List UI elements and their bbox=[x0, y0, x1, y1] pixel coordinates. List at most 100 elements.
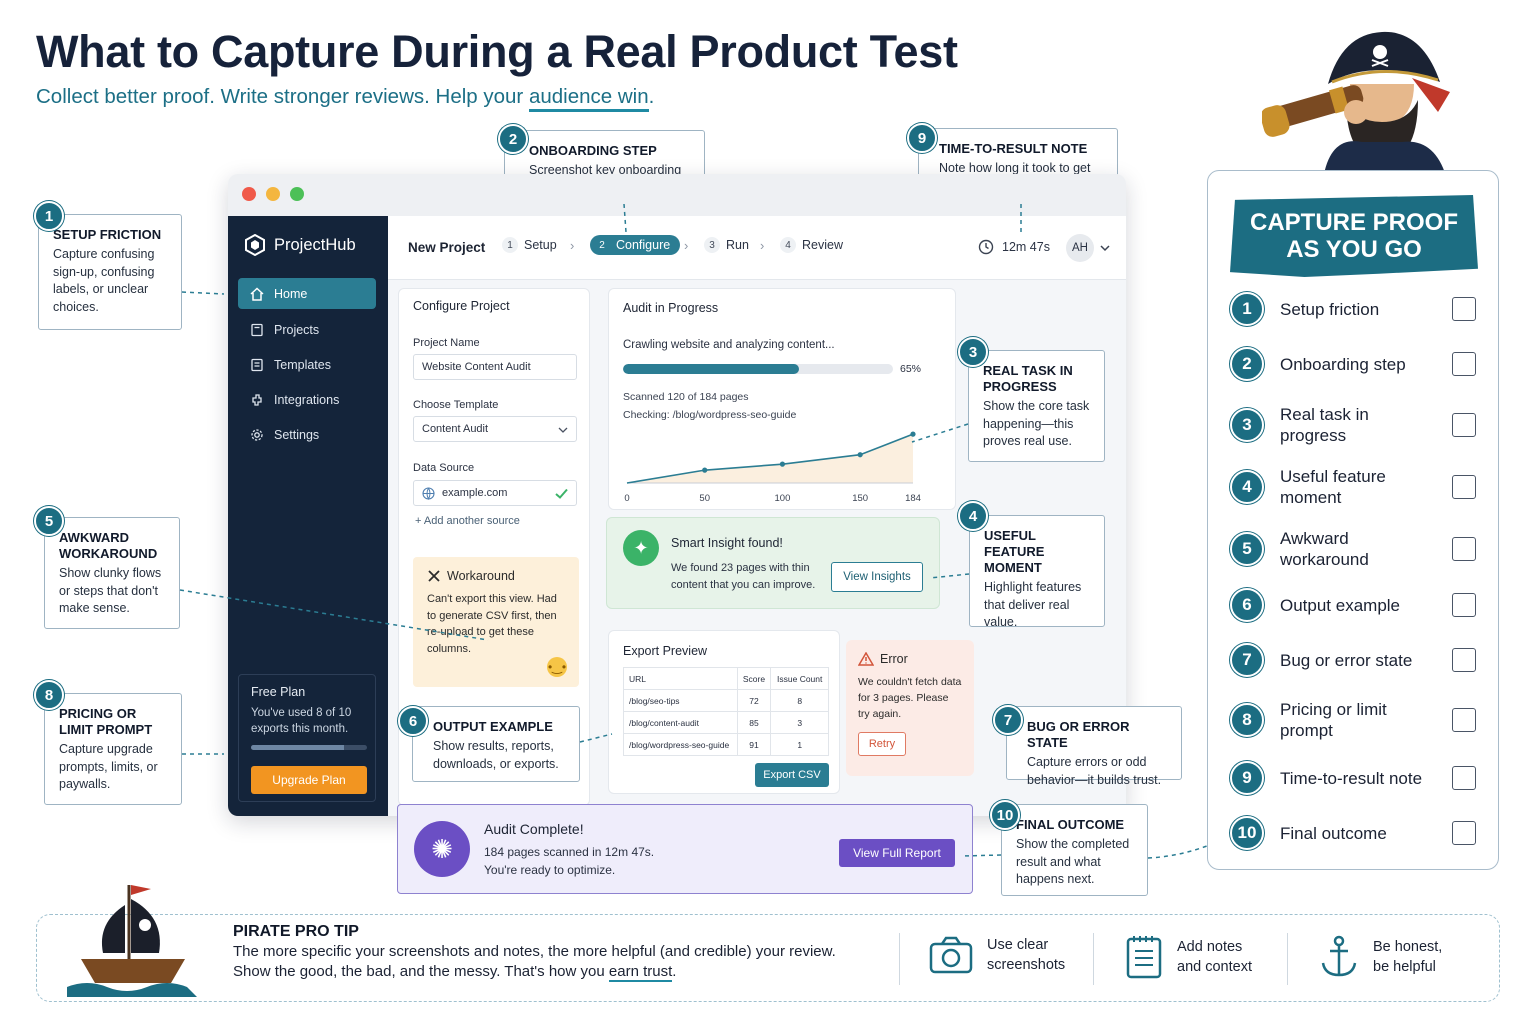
data-source-input[interactable]: example.com bbox=[413, 480, 577, 506]
page-title: What to Capture During a Real Product Te… bbox=[36, 26, 958, 77]
chart-x-tick-label: 184 bbox=[905, 493, 921, 504]
chevron-right-icon: › bbox=[570, 238, 575, 253]
chevron-down-icon[interactable] bbox=[1100, 244, 1110, 252]
elapsed-timer: 12m 47s bbox=[1002, 240, 1050, 254]
checklist-item[interactable]: 2 Onboarding step bbox=[1230, 347, 1476, 381]
chart-point bbox=[910, 431, 916, 437]
tools-icon bbox=[428, 570, 440, 582]
export-table: URL Score Issue Count /blog/seo-tips 72 … bbox=[623, 667, 829, 756]
brand[interactable]: ProjectHub bbox=[244, 234, 356, 256]
checkbox[interactable] bbox=[1452, 593, 1476, 617]
callout-badge: 9 bbox=[907, 123, 937, 153]
checkbox[interactable] bbox=[1452, 708, 1476, 732]
view-full-report-button[interactable]: View Full Report bbox=[839, 839, 955, 867]
add-source-link[interactable]: + Add another source bbox=[415, 515, 520, 527]
checklist-item[interactable]: 10 Final outcome bbox=[1230, 816, 1476, 850]
audit-progress-chart: 0 50 100 150 184 bbox=[624, 431, 921, 504]
workaround-note: Workaround Can't export this view. Had t… bbox=[413, 557, 579, 687]
checklist-item[interactable]: 9 Time-to-result note bbox=[1230, 761, 1476, 795]
window-minimize-dot[interactable] bbox=[266, 187, 280, 201]
checklist-item[interactable]: 3 Real task in progress bbox=[1230, 404, 1476, 446]
step-setup[interactable]: 1 Setup bbox=[502, 237, 557, 253]
checklist-item[interactable]: 4 Useful feature moment bbox=[1230, 466, 1476, 508]
checklist-item[interactable]: 6 Output example bbox=[1230, 588, 1476, 622]
sidebar-item-projects[interactable]: Projects bbox=[238, 314, 376, 345]
sidebar-item-home[interactable]: Home bbox=[238, 278, 376, 309]
audit-progress-bar bbox=[623, 364, 893, 374]
camera-icon bbox=[929, 936, 973, 974]
step-run[interactable]: 3 Run bbox=[704, 237, 749, 253]
app-window: ProjectHub Home Projects Templates Integ… bbox=[228, 174, 1126, 816]
sidebar-item-templates[interactable]: Templates bbox=[238, 349, 376, 380]
callout-output-example: OUTPUT EXAMPLE Show results, reports, do… bbox=[412, 706, 580, 782]
sidebar-item-settings[interactable]: Settings bbox=[238, 419, 376, 450]
clock-icon bbox=[978, 239, 994, 255]
sidebar: ProjectHub Home Projects Templates Integ… bbox=[228, 216, 388, 816]
checklist-item[interactable]: 5 Awkward workaround bbox=[1230, 528, 1476, 570]
template-select[interactable]: Content Audit bbox=[413, 416, 577, 442]
export-preview-card: Export Preview URL Score Issue Count /bl… bbox=[608, 630, 840, 794]
notes-icon bbox=[1126, 936, 1162, 979]
checkbox[interactable] bbox=[1452, 537, 1476, 561]
plan-usage-fill bbox=[251, 745, 344, 750]
callout-pricing-limit: PRICING OR LIMIT PROMPT Capture upgrade … bbox=[44, 693, 182, 805]
checkbox[interactable] bbox=[1452, 821, 1476, 845]
earn-trust-highlight: earn trust bbox=[608, 963, 673, 982]
retry-button[interactable]: Retry bbox=[858, 732, 906, 756]
audit-progress-fill bbox=[623, 364, 799, 374]
checkbox[interactable] bbox=[1452, 766, 1476, 790]
connector-1 bbox=[181, 291, 225, 295]
callout-badge: 2 bbox=[498, 124, 528, 154]
callout-setup-friction: SETUP FRICTION Capture confusing sign-up… bbox=[38, 214, 182, 330]
checkbox[interactable] bbox=[1452, 475, 1476, 499]
smart-insight-card: ✦ Smart Insight found! We found 23 pages… bbox=[606, 517, 940, 609]
checkbox[interactable] bbox=[1452, 413, 1476, 437]
checkbox[interactable] bbox=[1452, 352, 1476, 376]
plan-usage-bar bbox=[251, 745, 367, 750]
projects-icon bbox=[251, 323, 263, 336]
window-maximize-dot[interactable] bbox=[290, 187, 304, 201]
tip-feature: Be honest, be helpful bbox=[1319, 935, 1453, 979]
callout-badge: 1 bbox=[34, 201, 64, 231]
worried-face-icon: •‿• bbox=[547, 657, 567, 677]
pirate-mascot-illustration bbox=[1262, 31, 1450, 188]
table-header-row: URL Score Issue Count bbox=[623, 667, 829, 690]
table-row: /blog/wordpress-seo-guide 91 1 bbox=[623, 733, 829, 756]
window-close-dot[interactable] bbox=[242, 187, 256, 201]
audit-in-progress-card: Audit in Progress Crawling website and a… bbox=[608, 288, 956, 510]
callout-badge: 4 bbox=[958, 501, 988, 531]
checklist-item[interactable]: 1 Setup friction bbox=[1230, 292, 1476, 326]
project-name-input[interactable]: Website Content Audit bbox=[413, 354, 577, 380]
checklist-item[interactable]: 8 Pricing or limit prompt bbox=[1230, 699, 1476, 741]
chevron-down-icon bbox=[558, 427, 568, 433]
chevron-right-icon: › bbox=[760, 238, 765, 253]
subtitle-highlight: audience win bbox=[528, 85, 649, 112]
pirate-ship-icon bbox=[67, 885, 197, 997]
checklist-item[interactable]: 7 Bug or error state bbox=[1230, 643, 1476, 677]
upgrade-plan-button[interactable]: Upgrade Plan bbox=[251, 766, 367, 794]
export-csv-button[interactable]: Export CSV bbox=[755, 763, 829, 787]
sidebar-item-integrations[interactable]: Integrations bbox=[238, 384, 376, 415]
avatar[interactable]: AH bbox=[1066, 234, 1094, 262]
callout-badge: 6 bbox=[398, 706, 428, 736]
party-popper-icon: ✺ bbox=[414, 821, 470, 877]
anchor-icon bbox=[1321, 935, 1357, 977]
check-icon bbox=[555, 488, 568, 499]
globe-icon bbox=[422, 487, 435, 500]
integrations-icon bbox=[252, 393, 262, 406]
callout-awkward-workaround: AWKWARD WORKAROUND Show clunky flows or … bbox=[44, 517, 180, 629]
table-row: /blog/content-audit 85 3 bbox=[623, 711, 829, 734]
plus-icon: + bbox=[415, 515, 424, 527]
chart-point bbox=[857, 452, 863, 458]
callout-badge: 7 bbox=[993, 705, 1023, 735]
step-review[interactable]: 4 Review bbox=[780, 237, 843, 253]
table-row: /blog/seo-tips 72 8 bbox=[623, 689, 829, 712]
chart-point bbox=[702, 467, 708, 473]
checkbox[interactable] bbox=[1452, 648, 1476, 672]
view-insights-button[interactable]: View Insights bbox=[831, 562, 923, 592]
step-configure[interactable]: 2 Configure bbox=[590, 235, 681, 255]
checkbox[interactable] bbox=[1452, 297, 1476, 321]
progress-percent: 65% bbox=[900, 363, 922, 375]
checklist-banner: CAPTURE PROOF AS YOU GO bbox=[1230, 195, 1478, 277]
pirate-pro-tip: PIRATE PRO TIP The more specific your sc… bbox=[36, 885, 1500, 1002]
